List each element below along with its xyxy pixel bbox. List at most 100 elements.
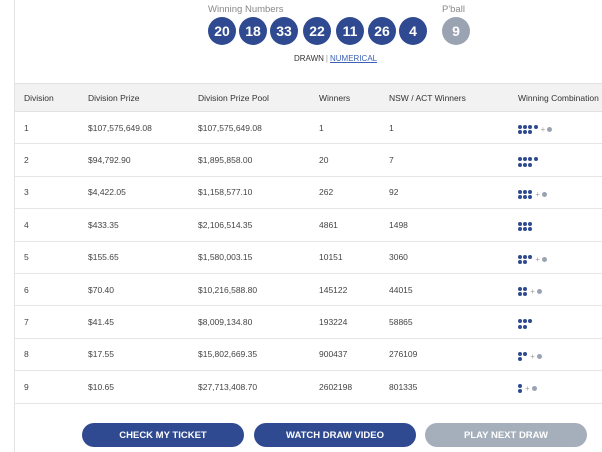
combination-dots <box>518 157 538 167</box>
cell-division-prize: $41.45 <box>88 305 198 339</box>
main-number-dot <box>518 389 522 394</box>
main-number-dot <box>528 130 533 135</box>
main-number-dot <box>523 324 528 329</box>
cell-prize-pool: $1,580,003.15 <box>198 241 319 274</box>
cell-division: 5 <box>15 241 88 274</box>
cell-division-prize: $94,792.90 <box>88 143 198 177</box>
cell-winners: 193224 <box>319 305 389 339</box>
cell-winning-combination <box>518 208 602 242</box>
main-number-dot <box>523 157 528 162</box>
play-next-draw-button[interactable]: PLAY NEXT DRAW <box>425 423 587 447</box>
cell-nsw-act-winners: 7 <box>389 143 518 177</box>
column-header-prize-pool: Division Prize Pool <box>198 83 319 112</box>
cell-nsw-act-winners: 1 <box>389 111 518 145</box>
column-header-division: Division <box>15 83 88 112</box>
cell-division: 8 <box>15 338 88 372</box>
main-number-dot <box>528 162 533 167</box>
winning-combination-icon: + <box>518 189 548 200</box>
powerball-dot <box>542 256 548 262</box>
powerball-dot <box>536 353 542 359</box>
cell-winners: 145122 <box>319 273 389 307</box>
combination-dots <box>518 319 533 329</box>
cell-winners: 4861 <box>319 208 389 242</box>
main-number-dot <box>528 227 533 232</box>
winning-combination-icon: + <box>518 384 537 394</box>
cell-winners: 10151 <box>319 241 389 274</box>
plus-sign: + <box>535 189 541 199</box>
winning-ball: 11 <box>336 17 364 45</box>
main-number-dot <box>518 189 522 194</box>
table-row: 7 $41.45 $8,009,134.80 193224 58865 <box>15 305 602 339</box>
column-header-winning-combination: Winning Combination <box>518 83 602 112</box>
combination-dots <box>518 254 533 264</box>
check-my-ticket-button[interactable]: CHECK MY TICKET <box>82 423 244 447</box>
combination-dots <box>518 125 538 135</box>
table-row: 3 $4,422.05 $1,158,577.10 262 92 + <box>15 176 602 210</box>
winning-numbers-label: Winning Numbers <box>208 4 284 15</box>
content-left-border <box>14 0 15 452</box>
cell-division: 6 <box>15 273 88 307</box>
sort-numerical-link[interactable]: NUMERICAL <box>330 54 378 63</box>
prize-divisions-table: Division Division Prize Division Prize P… <box>15 83 602 404</box>
cell-nsw-act-winners: 801335 <box>389 370 518 404</box>
cell-winners: 20 <box>319 143 389 177</box>
main-number-dot <box>523 254 528 259</box>
table-row: 1 $107,575,649.08 $107,575,649.08 1 1 + <box>15 111 602 145</box>
main-number-dot <box>518 357 522 362</box>
cell-division-prize: $17.55 <box>88 338 198 372</box>
main-number-dot <box>518 254 522 259</box>
cell-division-prize: $107,575,649.08 <box>88 111 198 145</box>
cell-winning-combination: + <box>518 241 602 274</box>
cell-winning-combination: + <box>518 176 602 210</box>
cell-winners: 1 <box>319 111 389 145</box>
table-row: 9 $10.65 $27,713,408.70 2602198 801335 + <box>15 370 602 404</box>
winning-combination-icon: + <box>518 287 542 297</box>
cell-prize-pool: $2,106,514.35 <box>198 208 319 242</box>
cell-nsw-act-winners: 44015 <box>389 273 518 307</box>
cell-prize-pool: $15,802,669.35 <box>198 338 319 372</box>
table-row: 6 $70.40 $10,216,588.80 145122 44015 + <box>15 273 602 307</box>
watch-draw-video-button[interactable]: WATCH DRAW VIDEO <box>254 423 416 447</box>
main-number-dot <box>518 157 522 162</box>
main-number-dot <box>518 259 522 264</box>
main-number-dot <box>518 287 522 292</box>
main-number-dot <box>533 125 538 130</box>
cell-nsw-act-winners: 276109 <box>389 338 518 372</box>
main-number-dot <box>528 189 533 194</box>
main-number-dot <box>523 351 528 356</box>
cell-nsw-act-winners: 1498 <box>389 208 518 242</box>
combination-dots <box>518 222 533 232</box>
cell-prize-pool: $10,216,588.80 <box>198 273 319 307</box>
cell-winning-combination: + <box>518 338 602 372</box>
winning-numbers-header: Winning Numbers P'ball 20 18 33 22 11 26… <box>0 0 602 78</box>
cell-prize-pool: $1,895,858.00 <box>198 143 319 177</box>
winning-combination-icon: + <box>518 125 553 135</box>
main-number-dot <box>523 125 528 130</box>
cell-prize-pool: $27,713,408.70 <box>198 370 319 404</box>
plus-sign: + <box>525 384 530 394</box>
cell-prize-pool: $107,575,649.08 <box>198 111 319 145</box>
winning-ball: 22 <box>303 17 331 45</box>
plus-sign: + <box>535 254 541 264</box>
main-number-dot <box>523 287 528 292</box>
main-number-dot <box>518 162 522 167</box>
main-number-dot <box>518 195 522 200</box>
cell-winning-combination <box>518 143 602 177</box>
plus-sign: + <box>540 125 546 135</box>
main-number-dot <box>523 319 528 324</box>
cell-division: 2 <box>15 143 88 177</box>
main-number-dot <box>518 384 522 389</box>
sort-drawn-link[interactable]: DRAWN <box>294 54 324 63</box>
powerball-dot <box>531 386 537 392</box>
main-number-dot <box>518 351 522 356</box>
main-number-dot <box>533 157 538 162</box>
winning-ball: 4 <box>399 17 427 45</box>
combination-dots <box>518 189 533 200</box>
cell-winning-combination: + <box>518 111 602 145</box>
powerball-dot <box>547 127 553 133</box>
column-header-division-prize: Division Prize <box>88 83 198 112</box>
winning-combination-icon: + <box>518 351 542 362</box>
main-number-dot <box>518 222 522 227</box>
cell-division: 4 <box>15 208 88 242</box>
main-number-dot <box>523 259 528 264</box>
